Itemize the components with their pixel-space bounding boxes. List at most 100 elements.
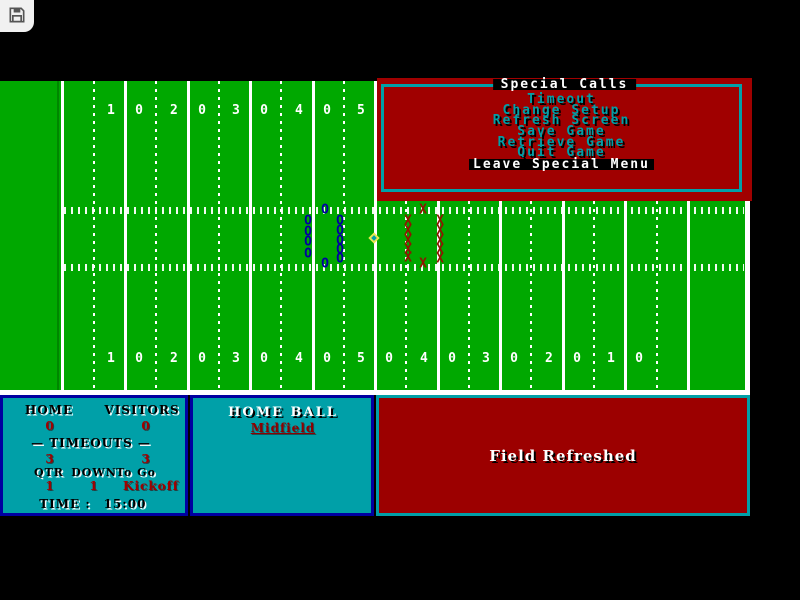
qtr-label: QTR: [34, 466, 64, 479]
player-home: O: [336, 233, 344, 249]
qtr-value: 1: [45, 479, 55, 493]
yard-number-digit: 4: [295, 351, 303, 366]
yard-number-digit: 4: [295, 103, 303, 118]
five-yard-dotted-line: [530, 81, 532, 390]
field-bottom-sideline: [0, 390, 750, 395]
hash-mark-row: [64, 207, 744, 214]
player-home: O: [304, 224, 312, 240]
five-yard-dotted-line: [656, 81, 658, 390]
time-label: TIME :: [39, 497, 91, 511]
visitors-label: VISITORS: [104, 403, 180, 417]
yard-number-digit: 0: [260, 351, 268, 366]
menu-item-change-setup[interactable]: Change Setup: [502, 102, 621, 118]
yard-number-digit: 5: [357, 103, 365, 118]
player-home: O: [304, 246, 312, 262]
home-score: 0: [45, 419, 55, 433]
yard-line: [61, 81, 64, 390]
yard-number-digit: 0: [385, 351, 393, 366]
player-visitor: X: [436, 251, 444, 267]
five-yard-dotted-line: [93, 81, 95, 390]
yard-line: [187, 81, 190, 390]
player-visitor: X: [436, 233, 444, 249]
player-home: O: [336, 242, 344, 258]
menu-items: Timeout Change Setup Refresh Screen Save Ga…: [377, 92, 746, 171]
yard-line: [312, 81, 315, 390]
yard-line: [499, 81, 502, 390]
player-home: O: [336, 213, 344, 229]
yard-number-digit: 1: [607, 351, 615, 366]
menu-item-quit-game[interactable]: Quit Game: [517, 145, 606, 161]
yard-number-digit: 0: [635, 351, 643, 366]
yard-number-digit: 2: [170, 351, 178, 366]
scoreboard-panel: HOME VISITORS 0 0 — TIMEOUTS — 3 3 QTR D…: [0, 395, 188, 516]
five-yard-dotted-line: [280, 81, 282, 390]
player-visitor: X: [419, 256, 427, 272]
ball-marker: [368, 232, 380, 244]
menu-item-timeout[interactable]: Timeout: [527, 92, 596, 107]
menu-item-save-game[interactable]: Save Game: [517, 124, 606, 140]
player-visitor: X: [419, 202, 427, 218]
floppy-disk-icon: [7, 5, 27, 28]
time-value: 15:00: [103, 497, 147, 511]
player-visitor: X: [404, 223, 412, 239]
menu-item-refresh-screen[interactable]: Refresh Screen: [492, 113, 631, 129]
yard-number-digit: 0: [198, 103, 206, 118]
player-visitor: X: [436, 223, 444, 239]
player-home: O: [321, 256, 329, 272]
player-home: O: [336, 251, 344, 267]
selected-menu-item-label: Leave Special Menu: [469, 158, 654, 171]
down-label: DOWN: [71, 466, 117, 479]
player-visitor: X: [404, 233, 412, 249]
endzone-separator: [57, 81, 59, 390]
five-yard-dotted-line: [405, 81, 407, 390]
yard-number-digit: 2: [545, 351, 553, 366]
visitors-score: 0: [141, 419, 151, 433]
player-home: O: [321, 202, 329, 218]
yard-number-digit: 0: [448, 351, 456, 366]
menu-title: Special Calls: [492, 78, 637, 91]
yard-number-digit: 0: [260, 103, 268, 118]
player-home: O: [304, 213, 312, 229]
menu-item-retrieve-game[interactable]: Retrieve Game: [497, 134, 626, 150]
yard-line: [437, 81, 440, 390]
yard-number-digit: 0: [510, 351, 518, 366]
hash-mark-row: [64, 264, 744, 271]
yard-number-digit: 0: [198, 351, 206, 366]
menu-item-leave-special-menu[interactable]: Leave Special Menu: [377, 158, 746, 171]
yard-number-digit: 3: [482, 351, 490, 366]
togo-label: To Go: [116, 466, 156, 479]
player-home: O: [336, 223, 344, 239]
five-yard-dotted-line: [155, 81, 157, 390]
yard-number-digit: 0: [135, 351, 143, 366]
yard-number-digit: 1: [107, 103, 115, 118]
player-visitor: X: [404, 213, 412, 229]
five-yard-dotted-line: [218, 81, 220, 390]
save-state-button[interactable]: [0, 0, 34, 32]
home-timeouts: 3: [45, 452, 55, 466]
player-home: O: [304, 234, 312, 250]
down-value: 1: [89, 479, 99, 493]
status-message: Field Refreshed: [489, 446, 637, 465]
home-label: HOME: [24, 403, 74, 417]
yard-number-digit: 0: [323, 351, 331, 366]
timeouts-label: — TIMEOUTS —: [31, 436, 151, 450]
yard-number-digit: 1: [107, 351, 115, 366]
yard-line: [624, 81, 627, 390]
yard-line: [562, 81, 565, 390]
yard-line: [249, 81, 252, 390]
message-panel: Field Refreshed: [376, 395, 750, 516]
yard-line: [124, 81, 127, 390]
possession-title: HOME BALL: [228, 405, 338, 420]
togo-value: Kickoff: [123, 479, 179, 493]
